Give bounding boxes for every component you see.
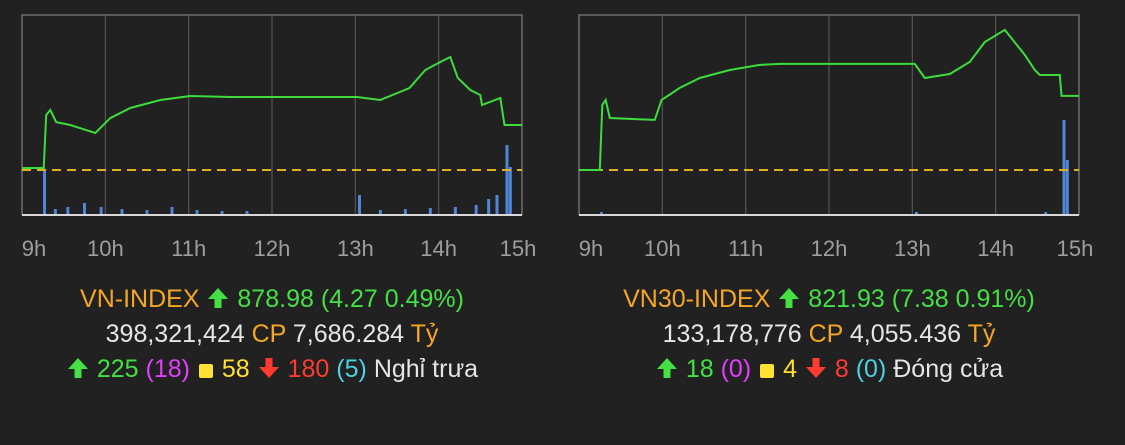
x-tick-label: 15h: [1057, 236, 1094, 261]
volume-bar: [120, 209, 124, 215]
decliners: 180: [287, 355, 330, 383]
turnover: 7,686.284: [292, 320, 405, 348]
index-row: VN30-INDEX 821.93 (7.38 0.91%): [569, 282, 1089, 317]
x-tick-label: 14h: [420, 236, 457, 261]
x-tick-label: 12h: [254, 236, 291, 261]
volume-bar: [220, 211, 224, 215]
volume-bar: [600, 212, 603, 215]
info-panel: VN30-INDEX 821.93 (7.38 0.91%) 133,178,7…: [569, 282, 1089, 387]
decliners: 8: [834, 355, 849, 383]
square-icon: [198, 364, 213, 378]
volume-bar: [99, 207, 103, 215]
volume-unit: CP: [808, 320, 843, 348]
up-arrow: [208, 288, 229, 308]
up-arrow: [779, 288, 800, 308]
volume-bar: [505, 145, 509, 215]
advancers: 225: [96, 355, 139, 383]
x-tick-label: 14h: [977, 236, 1014, 261]
x-tick-label: 11h: [728, 236, 763, 261]
status: Đóng cửa: [893, 355, 1004, 383]
volume-bar: [43, 170, 46, 215]
volume-bar: [1062, 120, 1066, 215]
volume-bar: [915, 212, 918, 215]
turnover-unit: Tỷ: [410, 320, 439, 348]
index-value: 878.98: [237, 285, 314, 313]
advancers: 18: [685, 355, 714, 383]
volume-bar: [403, 209, 407, 215]
down-arrow: [805, 358, 826, 378]
volume-bar: [83, 203, 86, 215]
unchanged: 4: [783, 355, 797, 383]
info-panel: VN-INDEX 878.98 (4.27 0.49%) 398,321,424…: [12, 282, 532, 387]
volume-bar: [378, 210, 382, 215]
index-name: VN-INDEX: [80, 285, 200, 313]
x-tick-label: 13h: [337, 236, 374, 261]
down-arrow: [258, 358, 279, 378]
volume-bar: [508, 167, 512, 215]
price-line: [579, 28, 1079, 171]
charts: 9h 10h 11h 12h 13h 14h 15h 9h 10h 11h 12h 13h 14h 15h: [21, 14, 1094, 261]
volume-bar: [53, 209, 57, 215]
floor: (0): [855, 355, 887, 383]
breadth-row: 225 (18) 58 180 (5) Nghỉ trưa: [12, 352, 532, 387]
up-arrow: [656, 358, 677, 378]
index-change: (7.38 0.91%): [891, 285, 1035, 313]
volume-bar: [453, 207, 457, 215]
x-tick-label: 10h: [644, 236, 681, 261]
volume-bar: [170, 207, 174, 215]
volume-row: 133,178,776 CP 4,055.436 Tỷ: [569, 317, 1089, 352]
volume-bar: [245, 211, 249, 215]
volume-bar: [487, 199, 491, 215]
volume: 398,321,424: [105, 320, 245, 348]
volume-bar: [428, 208, 432, 215]
volume: 133,178,776: [662, 320, 802, 348]
index-value: 821.93: [808, 285, 885, 313]
unchanged: 58: [221, 355, 250, 383]
index-row: VN-INDEX 878.98 (4.27 0.49%): [12, 282, 532, 317]
x-tick-label: 10h: [87, 236, 124, 261]
volume-bar: [474, 205, 478, 215]
volume-bar: [1065, 160, 1069, 215]
x-tick-label: 13h: [894, 236, 931, 261]
x-tick-label: 9h: [22, 236, 46, 261]
up-arrow: [67, 358, 88, 378]
volume-unit: CP: [251, 320, 286, 348]
volume-bar: [358, 195, 361, 215]
volume-bar: [1044, 212, 1048, 215]
ceiling: (18): [145, 355, 190, 383]
x-tick-label: 11h: [171, 236, 206, 261]
volume-bar: [495, 195, 499, 215]
ceiling: (0): [720, 355, 752, 383]
index-change: (4.27 0.49%): [320, 285, 464, 313]
status: Nghỉ trưa: [373, 355, 479, 383]
square-icon: [760, 364, 775, 378]
x-tick-label: 9h: [579, 236, 603, 261]
x-tick-label: 15h: [500, 236, 537, 261]
index-name: VN30-INDEX: [623, 285, 771, 313]
volume-bar: [66, 207, 70, 215]
volume-bar: [195, 210, 199, 215]
price-line: [22, 55, 522, 169]
volume-bar: [145, 210, 149, 215]
turnover: 4,055.436: [849, 320, 962, 348]
volume-row: 398,321,424 CP 7,686.284 Tỷ: [12, 317, 532, 352]
breadth-row: 18 (0) 4 8 (0) Đóng cửa: [569, 352, 1089, 387]
turnover-unit: Tỷ: [967, 320, 996, 348]
x-tick-label: 12h: [811, 236, 848, 261]
floor: (5): [336, 355, 367, 383]
